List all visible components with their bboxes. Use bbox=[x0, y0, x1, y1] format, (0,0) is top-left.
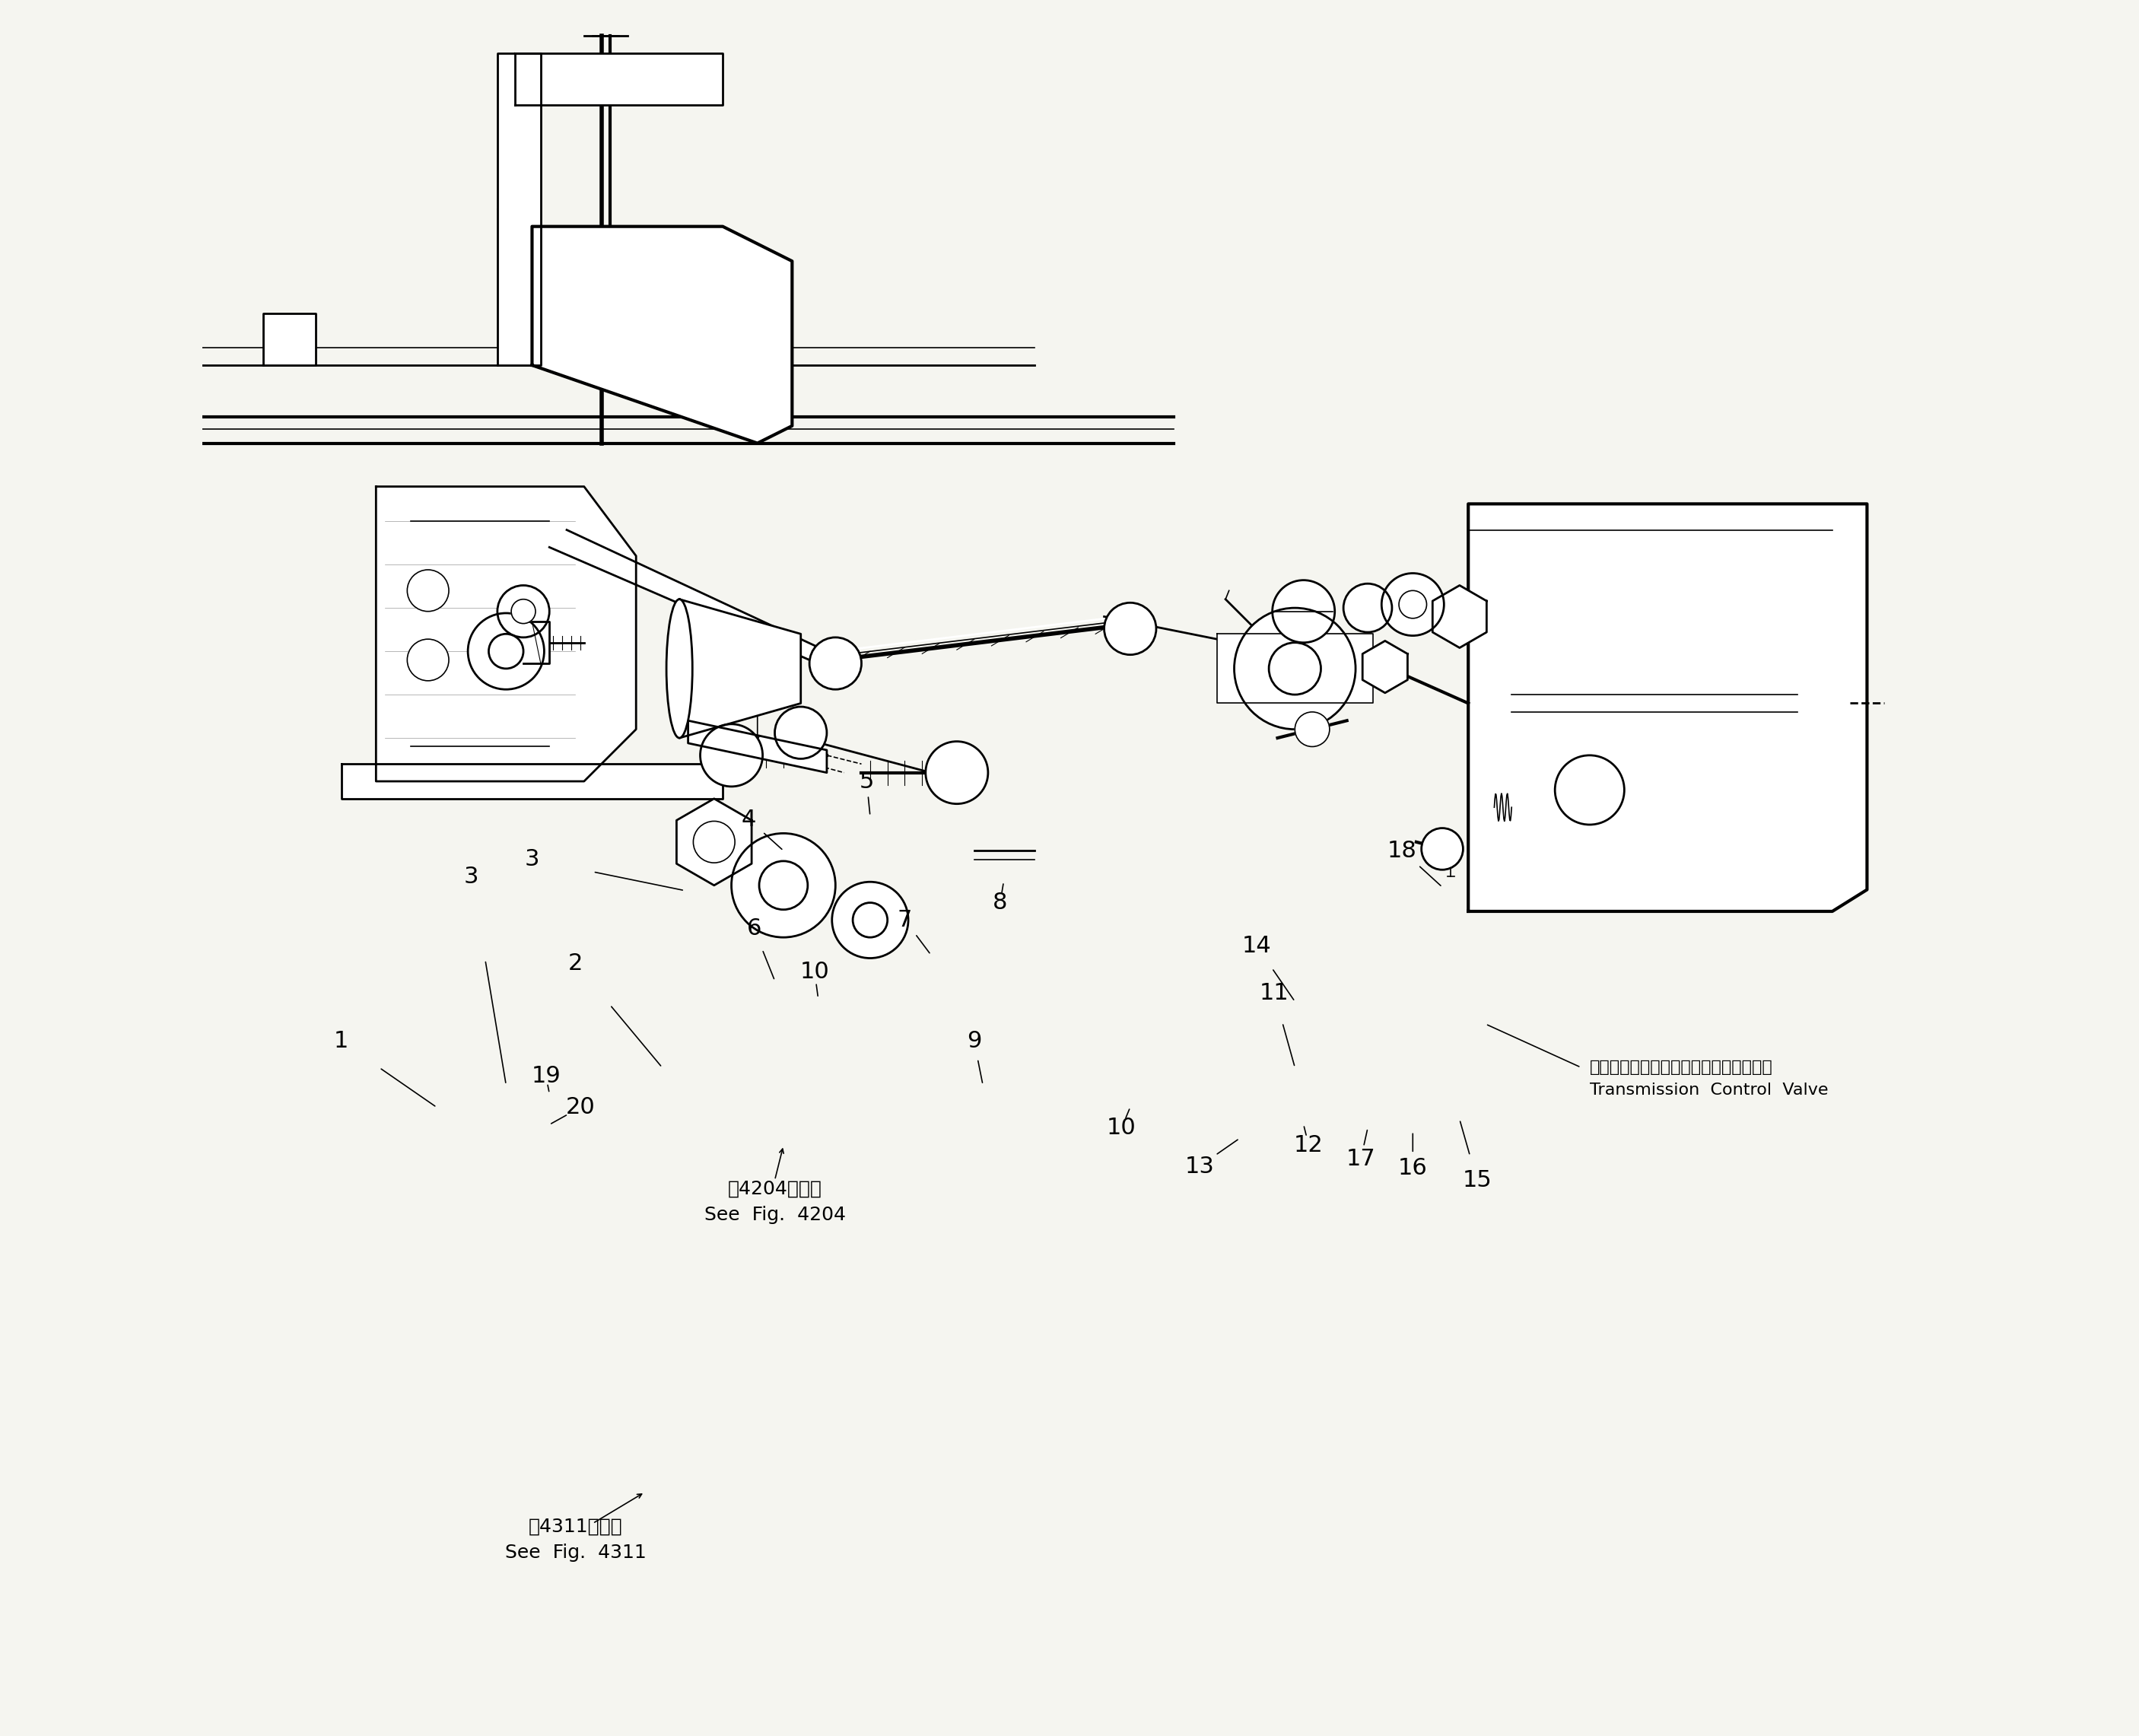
Circle shape bbox=[406, 569, 449, 611]
Text: 17: 17 bbox=[1345, 1147, 1375, 1170]
Circle shape bbox=[832, 882, 909, 958]
Text: See  Fig.  4311: See Fig. 4311 bbox=[505, 1543, 646, 1562]
Text: 9: 9 bbox=[967, 1031, 982, 1052]
Circle shape bbox=[1422, 828, 1463, 870]
Text: 10: 10 bbox=[800, 962, 830, 983]
Text: 14: 14 bbox=[1243, 936, 1271, 957]
Polygon shape bbox=[676, 799, 751, 885]
Polygon shape bbox=[550, 529, 828, 660]
Polygon shape bbox=[342, 764, 723, 799]
Text: Transmission  Control  Valve: Transmission Control Valve bbox=[1589, 1082, 1829, 1097]
Polygon shape bbox=[533, 226, 791, 443]
Circle shape bbox=[488, 634, 524, 668]
Text: 10: 10 bbox=[1106, 1116, 1136, 1139]
Text: 20: 20 bbox=[567, 1095, 595, 1118]
Polygon shape bbox=[689, 720, 828, 773]
Text: 7: 7 bbox=[898, 910, 911, 930]
Text: 4: 4 bbox=[742, 809, 755, 830]
Circle shape bbox=[468, 613, 543, 689]
Polygon shape bbox=[1363, 641, 1407, 693]
Circle shape bbox=[511, 599, 535, 623]
Text: See  Fig.  4204: See Fig. 4204 bbox=[704, 1205, 845, 1224]
Polygon shape bbox=[515, 54, 723, 106]
Text: 12: 12 bbox=[1294, 1134, 1324, 1156]
Text: 3: 3 bbox=[464, 866, 479, 887]
Circle shape bbox=[1234, 608, 1356, 729]
Circle shape bbox=[853, 903, 888, 937]
Text: 第4204図参照: 第4204図参照 bbox=[727, 1180, 821, 1198]
Text: 15: 15 bbox=[1463, 1168, 1491, 1191]
Circle shape bbox=[1294, 712, 1330, 746]
Circle shape bbox=[1382, 573, 1444, 635]
Bar bbox=[524, 621, 550, 663]
Text: トランスミッションコントロールバルブ: トランスミッションコントロールバルブ bbox=[1589, 1059, 1773, 1075]
Text: 3: 3 bbox=[524, 849, 539, 870]
Polygon shape bbox=[1433, 585, 1487, 648]
Bar bbox=[263, 312, 314, 365]
Text: 18: 18 bbox=[1388, 840, 1418, 861]
Text: 8: 8 bbox=[992, 892, 1007, 913]
Polygon shape bbox=[680, 599, 800, 738]
Circle shape bbox=[699, 724, 764, 786]
Circle shape bbox=[732, 833, 836, 937]
Text: 第4311図参照: 第4311図参照 bbox=[528, 1517, 622, 1536]
Text: 5: 5 bbox=[860, 771, 875, 792]
Text: 6: 6 bbox=[747, 918, 761, 939]
Text: 13: 13 bbox=[1185, 1154, 1215, 1177]
Polygon shape bbox=[376, 486, 635, 781]
Circle shape bbox=[498, 585, 550, 637]
Text: 19: 19 bbox=[530, 1064, 560, 1087]
Polygon shape bbox=[1217, 634, 1373, 703]
Circle shape bbox=[759, 861, 809, 910]
Circle shape bbox=[774, 707, 828, 759]
Ellipse shape bbox=[667, 599, 693, 738]
Circle shape bbox=[1555, 755, 1624, 825]
Polygon shape bbox=[498, 54, 541, 365]
Circle shape bbox=[1343, 583, 1392, 632]
Polygon shape bbox=[1467, 503, 1867, 911]
Text: 1: 1 bbox=[334, 1031, 349, 1052]
Text: 11: 11 bbox=[1260, 983, 1290, 1003]
Circle shape bbox=[1104, 602, 1157, 654]
Circle shape bbox=[926, 741, 988, 804]
Circle shape bbox=[1268, 642, 1322, 694]
Circle shape bbox=[406, 639, 449, 681]
Text: 2: 2 bbox=[569, 953, 582, 974]
Text: 16: 16 bbox=[1399, 1156, 1427, 1179]
Circle shape bbox=[809, 637, 862, 689]
Circle shape bbox=[1399, 590, 1427, 618]
Circle shape bbox=[1273, 580, 1335, 642]
